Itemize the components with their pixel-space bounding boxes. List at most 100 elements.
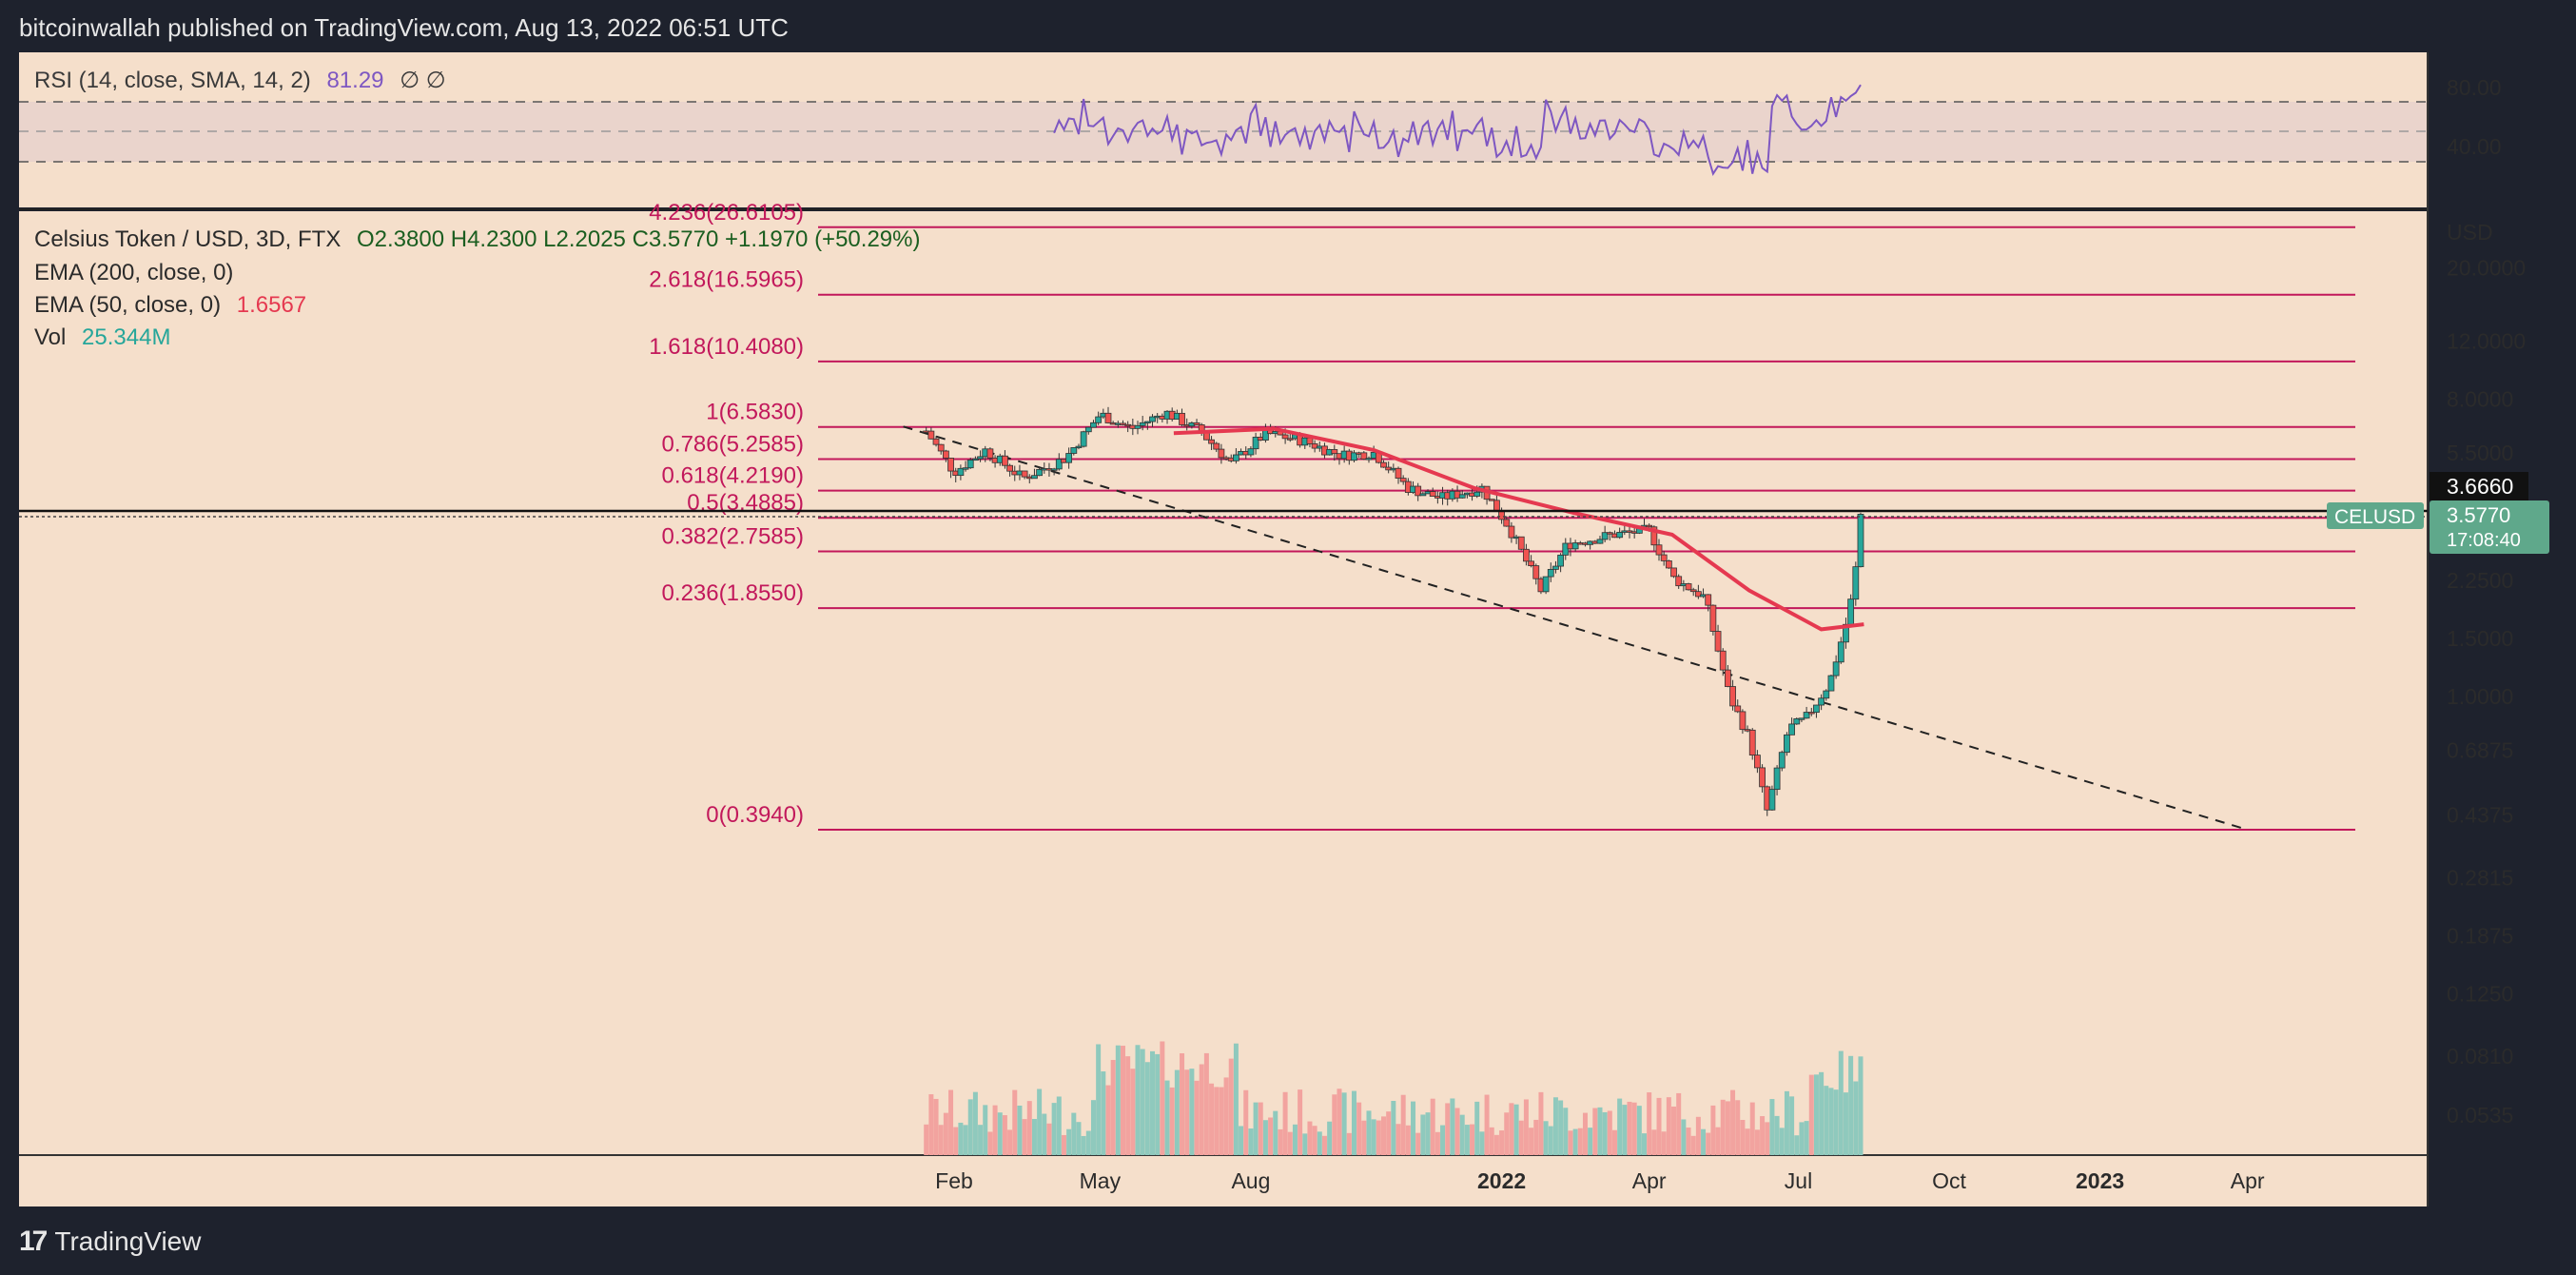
candle-body[interactable]: [977, 456, 984, 460]
candle-body[interactable]: [1399, 478, 1407, 482]
candle-body[interactable]: [1365, 458, 1373, 461]
candle-body[interactable]: [1788, 723, 1795, 736]
candle-body[interactable]: [1508, 525, 1515, 539]
candle-body[interactable]: [942, 450, 949, 459]
candle-body[interactable]: [1754, 755, 1761, 769]
candle-body[interactable]: [1843, 623, 1849, 643]
candle-body[interactable]: [1606, 532, 1613, 535]
candle-body[interactable]: [1031, 475, 1038, 480]
candle-body[interactable]: [1213, 442, 1220, 450]
candle-body[interactable]: [1306, 437, 1314, 444]
candle-body[interactable]: [1517, 536, 1525, 550]
ema200-legend[interactable]: EMA (200, close, 0): [34, 260, 233, 286]
candle-body[interactable]: [1218, 448, 1225, 459]
candle-body[interactable]: [1055, 459, 1063, 470]
candle-body[interactable]: [1503, 519, 1511, 527]
volume-legend[interactable]: Vol 25.344M: [34, 324, 170, 351]
candle-body[interactable]: [1498, 511, 1505, 520]
candle-body[interactable]: [1380, 461, 1387, 468]
candle-body[interactable]: [1090, 422, 1097, 428]
candle-body[interactable]: [1528, 560, 1534, 566]
candle-body[interactable]: [932, 438, 940, 445]
candle-body[interactable]: [1724, 669, 1731, 687]
symbol-legend[interactable]: Celsius Token / USD, 3D, FTX O2.3800 H4.…: [34, 226, 920, 253]
candle-body[interactable]: [1360, 452, 1368, 460]
candle-body[interactable]: [1552, 565, 1559, 570]
candle-body[interactable]: [1813, 704, 1820, 714]
candle-body[interactable]: [972, 458, 979, 461]
candle-body[interactable]: [1837, 641, 1844, 663]
candle-body[interactable]: [1616, 532, 1624, 539]
candle-body[interactable]: [1705, 594, 1712, 606]
candle-body[interactable]: [1655, 544, 1663, 556]
candle-body[interactable]: [1601, 532, 1609, 540]
candle-body[interactable]: [1247, 448, 1255, 456]
rsi-legend[interactable]: RSI (14, close, SMA, 14, 2) 81.29 ∅ ∅: [34, 67, 446, 94]
candle-body[interactable]: [1134, 424, 1142, 429]
candle-body[interactable]: [1080, 431, 1087, 447]
candle-body[interactable]: [1252, 437, 1259, 450]
candle-body[interactable]: [1596, 539, 1604, 544]
ema50-legend[interactable]: EMA (50, close, 0) 1.6567: [34, 292, 306, 319]
candle-body[interactable]: [1065, 453, 1073, 463]
candle-body[interactable]: [1429, 491, 1436, 497]
candle-body[interactable]: [1719, 650, 1727, 671]
price-pane[interactable]: [19, 211, 2428, 1155]
candle-body[interactable]: [947, 458, 954, 472]
candle-body[interactable]: [1208, 439, 1215, 444]
dashed-trendline[interactable]: [903, 425, 2248, 831]
candle-body[interactable]: [1660, 554, 1668, 561]
candle-body[interactable]: [1557, 554, 1565, 567]
candle-body[interactable]: [1542, 576, 1550, 593]
candle-body[interactable]: [1050, 468, 1058, 471]
candle-body[interactable]: [1818, 697, 1825, 706]
candle-body[interactable]: [1646, 524, 1653, 528]
candle-body[interactable]: [1784, 734, 1790, 754]
candle-body[interactable]: [966, 460, 974, 469]
candle-body[interactable]: [1331, 449, 1338, 455]
candle-body[interactable]: [1773, 767, 1781, 791]
time-axis[interactable]: [19, 1155, 2428, 1206]
candle-body[interactable]: [1458, 494, 1466, 499]
candle-body[interactable]: [1002, 455, 1008, 466]
candle-body[interactable]: [1473, 491, 1481, 497]
candle-body[interactable]: [1286, 438, 1294, 441]
candle-body[interactable]: [1857, 514, 1864, 568]
candle-body[interactable]: [1759, 767, 1766, 788]
candle-body[interactable]: [1768, 789, 1776, 811]
candle-body[interactable]: [986, 448, 994, 459]
candle-body[interactable]: [1709, 604, 1717, 632]
candle-body[interactable]: [1202, 432, 1210, 441]
candle-body[interactable]: [927, 430, 935, 440]
candle-body[interactable]: [1778, 752, 1786, 769]
candle-body[interactable]: [1714, 631, 1722, 652]
candle-body[interactable]: [957, 467, 965, 477]
candle-body[interactable]: [1084, 426, 1092, 433]
candle-body[interactable]: [1807, 712, 1815, 715]
candle-body[interactable]: [1739, 711, 1747, 731]
ticker-badge[interactable]: [2327, 502, 2424, 529]
candle-body[interactable]: [1734, 705, 1742, 713]
candle-body[interactable]: [1852, 566, 1860, 600]
candle-body[interactable]: [1650, 526, 1658, 546]
candle-body[interactable]: [1419, 493, 1427, 497]
candle-body[interactable]: [1139, 422, 1146, 426]
candle-body[interactable]: [1547, 568, 1554, 578]
candle-body[interactable]: [1670, 567, 1677, 578]
candle-body[interactable]: [1793, 717, 1801, 725]
candle-body[interactable]: [1233, 454, 1239, 461]
candle-body[interactable]: [1665, 560, 1672, 569]
candle-body[interactable]: [1415, 485, 1422, 497]
candle-body[interactable]: [1798, 717, 1805, 720]
candle-body[interactable]: [1281, 434, 1289, 440]
candle-body[interactable]: [1532, 565, 1540, 579]
candle-body[interactable]: [1832, 661, 1840, 677]
candle-body[interactable]: [1143, 421, 1151, 423]
candle-body[interactable]: [1847, 598, 1855, 625]
candle-body[interactable]: [1523, 548, 1530, 562]
candle-body[interactable]: [1036, 469, 1044, 477]
candle-body[interactable]: [1095, 416, 1103, 423]
candle-body[interactable]: [1685, 583, 1692, 591]
candle-body[interactable]: [1021, 470, 1028, 478]
